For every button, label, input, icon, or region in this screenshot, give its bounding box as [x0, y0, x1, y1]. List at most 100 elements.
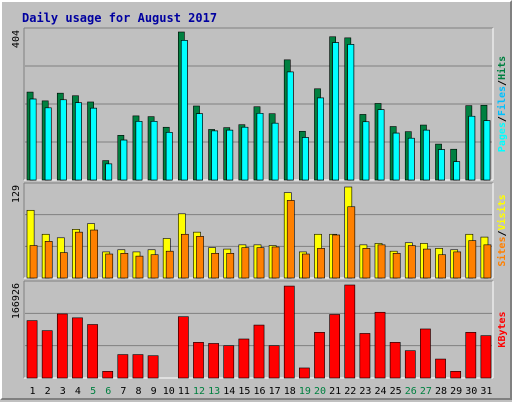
bar-sites [332, 234, 341, 279]
bar-kbytes [87, 324, 98, 379]
bar-sites [120, 253, 129, 279]
bar-sites [271, 246, 280, 279]
bar-pages [468, 115, 476, 181]
bar-kbytes [465, 332, 477, 379]
bar-sites [135, 255, 144, 279]
legend: KBytes [497, 311, 508, 347]
y-max-label: 129 [11, 185, 22, 203]
bar-pages [423, 129, 430, 181]
bar-pages [377, 109, 385, 181]
x-tick-label: 19 [299, 386, 311, 397]
bar-sites [211, 253, 219, 279]
x-tick-label: 31 [480, 386, 492, 397]
bar-kbytes [102, 371, 114, 379]
bar-pages [362, 121, 370, 181]
bar-pages [196, 113, 203, 181]
bar-pages [105, 163, 113, 181]
legend-entry: KBytes [497, 311, 508, 347]
x-tick-label: 26 [405, 386, 417, 397]
bar-pages [120, 139, 128, 181]
x-tick-label: 15 [238, 386, 250, 397]
bar-pages [75, 102, 82, 181]
x-tick-label: 30 [465, 386, 477, 397]
bar-pages [453, 161, 461, 181]
legend: Pages/Files/Hits [496, 56, 508, 152]
bar-sites [286, 200, 295, 279]
bar-sites [483, 244, 492, 279]
x-tick-label: 23 [359, 386, 371, 397]
bar-kbytes [72, 317, 83, 379]
bar-kbytes [132, 354, 144, 379]
bar-sites [165, 250, 174, 279]
bar-kbytes [26, 320, 38, 379]
bar-pages [59, 99, 67, 181]
bar-pages [438, 149, 445, 181]
x-tick-label: 17 [269, 386, 281, 397]
x-tick-label: 20 [314, 386, 326, 397]
bar-kbytes [56, 313, 68, 379]
bar-sites [29, 245, 38, 279]
bar-kbytes [208, 343, 219, 379]
x-tick-label: 14 [223, 386, 235, 397]
bar-kbytes [420, 328, 431, 379]
x-tick-label: 1 [30, 386, 36, 397]
bar-sites [423, 248, 431, 279]
chart-title: Daily usage for August 2017 [22, 11, 217, 25]
bar-sites [256, 247, 265, 279]
x-tick-label: 25 [390, 386, 402, 397]
bar-sites [362, 248, 371, 279]
bar-kbytes [329, 314, 341, 379]
bar-pages [392, 132, 400, 181]
x-tick-label: 29 [450, 386, 462, 397]
bar-sites [377, 244, 386, 279]
x-tick-label: 24 [375, 386, 387, 397]
bar-kbytes [177, 316, 189, 379]
x-tick-label: 13 [208, 386, 220, 397]
bar-sites [392, 253, 401, 279]
bar-pages [256, 113, 264, 181]
x-tick-label: 6 [105, 386, 111, 397]
bar-sites [347, 206, 356, 279]
bar-sites [241, 247, 250, 279]
bar-pages [135, 121, 143, 181]
legend: Sites/Visits [496, 194, 508, 266]
bar-sites [44, 241, 53, 279]
bar-pages [226, 129, 234, 181]
x-tick-label: 21 [329, 386, 341, 397]
bar-kbytes [404, 350, 416, 379]
bar-kbytes [238, 338, 250, 379]
bar-pages [407, 137, 415, 181]
bar-kbytes [450, 371, 462, 379]
bar-pages [302, 137, 309, 181]
x-tick-label: 22 [344, 386, 356, 397]
x-tick-label: 7 [120, 386, 126, 397]
bar-sites [59, 252, 68, 279]
y-max-label: 404 [11, 30, 22, 48]
bar-pages [286, 71, 294, 181]
legend-entry: / [497, 80, 508, 86]
bar-sites [407, 245, 416, 279]
bar-pages [165, 132, 173, 181]
legend-entry: / [497, 116, 508, 122]
bar-pages [90, 107, 97, 181]
x-tick-label: 5 [90, 386, 96, 397]
bar-sites [196, 236, 204, 279]
x-tick-label: 8 [135, 386, 141, 397]
x-tick-label: 3 [60, 386, 66, 397]
bar-kbytes [359, 333, 371, 379]
bar-sites [453, 251, 462, 279]
bar-pages [180, 40, 188, 181]
x-tick-label: 10 [163, 386, 175, 397]
bar-kbytes [41, 330, 53, 379]
legend-entry: Files [496, 86, 508, 116]
bar-kbytes [389, 342, 401, 379]
bar-sites [150, 254, 159, 279]
bar-kbytes [374, 311, 386, 379]
y-max-label: 166926 [11, 283, 22, 319]
bar-pages [150, 121, 158, 181]
bar-pages [332, 42, 340, 181]
bar-kbytes [344, 284, 356, 379]
bar-kbytes [268, 345, 280, 379]
